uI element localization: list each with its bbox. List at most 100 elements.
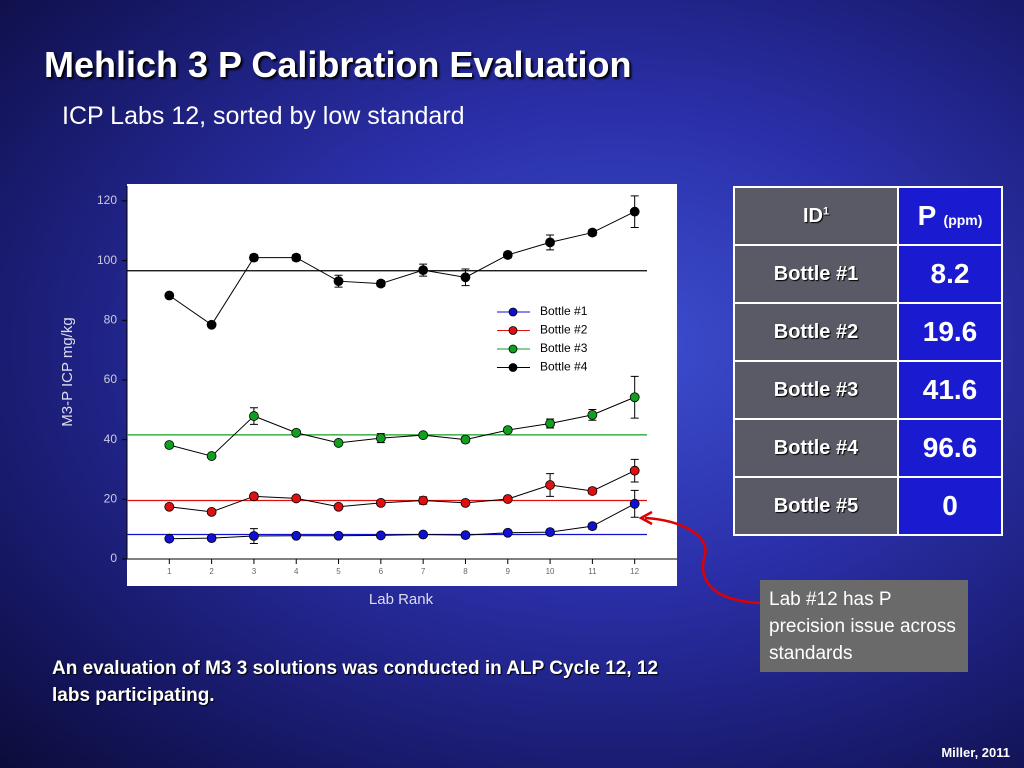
credit: Miller, 2011 xyxy=(941,745,1010,760)
data-point xyxy=(375,278,386,289)
bottle-id: Bottle #4 xyxy=(733,418,899,478)
x-tick-label: 11 xyxy=(588,567,597,576)
data-point xyxy=(502,494,513,504)
data-point xyxy=(249,252,259,263)
y-tick-label: 120 xyxy=(97,193,117,207)
table-row: Bottle #4 96.6 xyxy=(733,418,1003,478)
series-line xyxy=(169,503,635,540)
callout-arrowhead xyxy=(638,510,653,526)
header-id-sup: 1 xyxy=(822,204,830,217)
data-point xyxy=(291,252,302,263)
data-point xyxy=(291,493,302,504)
legend-marker xyxy=(508,344,518,354)
y-tick-label: 80 xyxy=(104,312,118,326)
y-tick-label: 100 xyxy=(97,253,117,267)
data-point xyxy=(587,227,598,238)
data-point xyxy=(418,495,429,506)
data-point xyxy=(206,506,217,517)
data-point xyxy=(545,237,555,248)
table-row: Bottle #5 0 xyxy=(733,476,1003,536)
x-tick-label: 8 xyxy=(463,567,468,576)
bottle-id: Bottle #5 xyxy=(733,476,899,536)
x-tick-label: 12 xyxy=(630,567,639,576)
x-tick-label: 10 xyxy=(546,567,555,576)
p-value: 8.2 xyxy=(897,244,1003,304)
x-tick-label: 6 xyxy=(379,567,384,576)
data-point xyxy=(375,530,386,541)
y-tick-label: 0 xyxy=(110,551,117,565)
data-point xyxy=(164,501,175,512)
data-point xyxy=(333,276,344,287)
p-value: 96.6 xyxy=(897,418,1003,478)
slide-subtitle: ICP Labs 12, sorted by low standard xyxy=(62,102,465,130)
data-point xyxy=(164,290,175,301)
data-point xyxy=(460,498,471,508)
table: ID1 P (ppm) Bottle #1 8.2 Bottle #2 19.6 Bot… xyxy=(733,186,1003,536)
table-row: Bottle #2 19.6 xyxy=(733,302,1003,362)
y-tick-label: 60 xyxy=(104,372,118,386)
data-point xyxy=(333,530,344,541)
header-cell: P (ppm) xyxy=(897,186,1003,246)
legend-label: Bottle #3 xyxy=(540,341,588,355)
data-point xyxy=(629,465,640,476)
x-tick-label: 2 xyxy=(209,567,214,576)
plot-background xyxy=(127,184,677,586)
x-tick-label: 3 xyxy=(252,567,257,576)
data-point xyxy=(164,533,175,544)
data-point xyxy=(333,438,344,448)
data-point xyxy=(249,531,259,541)
data-point xyxy=(333,501,344,512)
legend-marker xyxy=(508,307,518,317)
data-point xyxy=(164,440,175,450)
data-point xyxy=(502,425,513,435)
x-tick-label: 9 xyxy=(506,567,511,576)
data-point xyxy=(587,409,598,420)
header-cell: ID1 xyxy=(733,186,899,246)
y-axis-label: M3-P ICP mg/kg xyxy=(59,317,76,426)
data-point xyxy=(460,434,471,445)
legend-marker xyxy=(508,326,518,335)
data-point xyxy=(502,250,513,260)
data-point xyxy=(291,427,302,438)
table-row: Bottle #1 8.2 xyxy=(733,244,1003,304)
data-point xyxy=(418,430,429,441)
header-p: P xyxy=(917,200,936,231)
data-point xyxy=(629,498,640,509)
slide-title: Mehlich 3 P Calibration Evaluation xyxy=(44,44,632,85)
data-point xyxy=(206,319,217,330)
data-point xyxy=(545,418,555,429)
bottle-id: Bottle #2 xyxy=(733,302,899,362)
data-point xyxy=(460,272,471,283)
bottle-id: Bottle #1 xyxy=(733,244,899,304)
legend: Bottle #1 Bottle #2 Bottle #3 Bottle #4 xyxy=(497,304,588,374)
footnote: An evaluation of M3 3 solutions was cond… xyxy=(52,658,659,706)
legend-label: Bottle #4 xyxy=(540,360,588,374)
callout: Lab #12 has P precision issue across sta… xyxy=(760,580,968,672)
x-tick-label: 7 xyxy=(421,567,426,576)
x-tick-label: 1 xyxy=(167,567,172,576)
x-axis-label: Lab Rank xyxy=(369,591,434,608)
y-tick-label: 40 xyxy=(104,432,118,446)
data-point xyxy=(249,491,259,502)
data-point xyxy=(249,411,259,421)
legend-label: Bottle #2 xyxy=(540,323,588,337)
data-point xyxy=(460,530,471,541)
header-p-unit: (ppm) xyxy=(943,212,983,228)
x-tick-label: 4 xyxy=(294,567,299,576)
data-point xyxy=(587,521,598,532)
p-value: 0 xyxy=(897,476,1003,536)
header-id: ID xyxy=(802,204,823,227)
table-row: Bottle #3 41.6 xyxy=(733,360,1003,420)
p-value: 41.6 xyxy=(897,360,1003,420)
data-point xyxy=(545,480,555,490)
legend-label: Bottle #1 xyxy=(540,304,588,318)
legend-marker xyxy=(508,363,518,372)
series-line xyxy=(169,396,635,457)
p-value: 19.6 xyxy=(897,302,1003,362)
series-line xyxy=(169,470,635,513)
y-tick-label: 20 xyxy=(104,491,118,505)
data-point xyxy=(418,265,429,276)
callout-arrow xyxy=(644,516,761,605)
